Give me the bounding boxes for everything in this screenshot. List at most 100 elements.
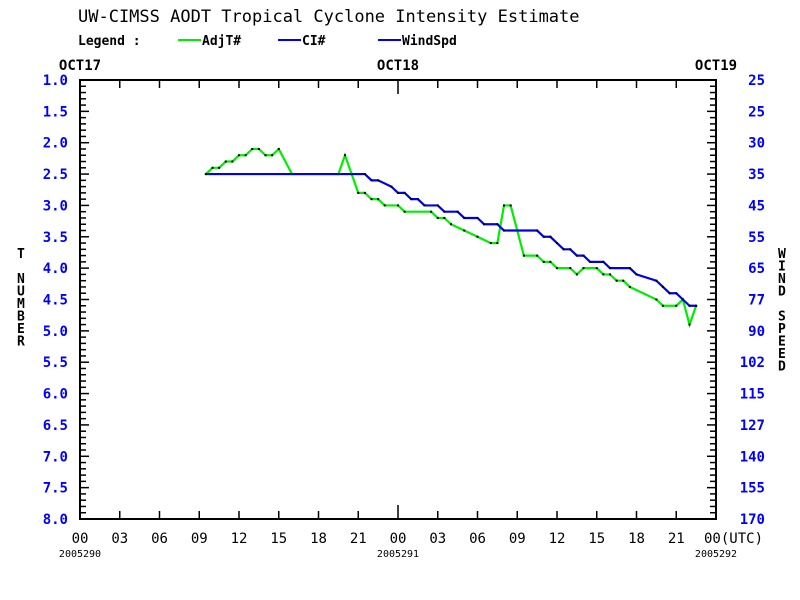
data-point	[582, 267, 585, 270]
y-tick-label-left: 7.5	[43, 481, 68, 497]
data-point	[456, 210, 459, 213]
series-line-ci	[205, 172, 697, 307]
data-point	[463, 216, 466, 219]
data-point	[675, 292, 678, 295]
data-point	[582, 254, 585, 257]
data-point	[628, 285, 631, 288]
y-tick-label-left: 2.0	[43, 136, 68, 152]
data-point	[549, 235, 552, 238]
data-point	[244, 154, 247, 157]
data-point	[688, 323, 691, 326]
data-point	[635, 273, 638, 276]
data-point	[542, 260, 545, 263]
data-point	[609, 267, 611, 270]
data-point	[655, 298, 658, 301]
legend-entry: CI#	[302, 34, 326, 49]
x-date-label: 2005291	[377, 549, 419, 560]
data-point	[569, 267, 572, 270]
data-point	[602, 273, 605, 276]
data-point	[397, 204, 399, 207]
y-tick-label-right: 115	[740, 387, 765, 403]
data-point	[615, 279, 618, 282]
y-tick-label-left: 4.5	[43, 293, 68, 309]
y-tick-label-right: 90	[748, 324, 765, 340]
data-point	[483, 223, 486, 226]
data-point	[238, 154, 240, 157]
data-point	[416, 198, 419, 201]
plot-frame	[79, 79, 717, 520]
y-tick-label-left: 1.0	[43, 73, 68, 89]
y-tick-label-left: 1.5	[43, 104, 68, 120]
x-tick-label: 09	[191, 531, 208, 547]
top-date-label: OCT17	[59, 58, 101, 74]
data-point	[397, 191, 399, 194]
data-point	[556, 242, 558, 245]
data-point	[522, 254, 525, 257]
data-point	[675, 304, 678, 307]
data-point	[602, 260, 605, 263]
legend-entry: AdjT#	[202, 34, 241, 49]
data-point	[549, 260, 552, 263]
y-tick-label-right: 155	[740, 481, 765, 497]
x-date-label: 2005292	[695, 549, 737, 560]
y-tick-label-left: 8.0	[43, 512, 68, 528]
data-point	[450, 223, 452, 226]
data-point	[377, 198, 380, 201]
legend-label: Legend :	[78, 34, 141, 49]
x-tick-label: 12	[231, 531, 248, 547]
data-point	[509, 204, 512, 207]
data-point	[575, 254, 578, 257]
data-point	[463, 229, 466, 232]
data-point	[443, 210, 446, 213]
y-tick-label-right: 77	[748, 293, 765, 309]
y-tick-label-right: 25	[748, 73, 765, 89]
data-point	[536, 254, 539, 257]
data-point	[271, 154, 274, 157]
data-point	[536, 229, 539, 232]
data-point	[436, 216, 439, 219]
top-date-label: OCT18	[377, 58, 419, 74]
x-tick-label: 15	[588, 531, 605, 547]
y-tick-label-left: 5.0	[43, 324, 68, 340]
data-point	[204, 173, 207, 176]
y-tick-label-left: 2.5	[43, 167, 68, 183]
x-tick-label: 00(UTC)	[704, 531, 763, 547]
y-tick-label-left: 3.5	[43, 230, 68, 246]
data-point	[556, 267, 558, 270]
data-point	[655, 279, 658, 282]
data-point	[628, 267, 631, 270]
data-point	[277, 147, 280, 150]
x-tick-label: 18	[628, 531, 645, 547]
data-point	[688, 304, 691, 307]
data-point	[503, 229, 505, 232]
y-tick-label-left: 6.0	[43, 387, 68, 403]
data-point	[363, 191, 366, 194]
x-tick-label: 15	[270, 531, 287, 547]
data-point	[569, 248, 572, 251]
data-point	[575, 273, 578, 276]
x-tick-label: 09	[509, 531, 526, 547]
x-date-label: 2005290	[59, 549, 101, 560]
data-point	[410, 198, 413, 201]
data-point	[224, 160, 227, 163]
data-point	[476, 216, 479, 219]
data-point	[542, 235, 545, 238]
x-tick-label: 03	[429, 531, 446, 547]
data-point	[370, 179, 373, 182]
data-point	[622, 279, 625, 282]
top-date-label: OCT19	[695, 58, 737, 74]
data-point	[496, 242, 499, 245]
x-tick-label: 21	[668, 531, 685, 547]
y-tick-label-left: 4.0	[43, 261, 68, 277]
y-tick-label-left: 7.0	[43, 449, 68, 465]
data-point	[681, 298, 684, 301]
data-point	[436, 204, 439, 207]
data-point	[589, 260, 592, 263]
data-point	[423, 204, 426, 207]
y-tick-label-right: 30	[748, 136, 765, 152]
data-point	[476, 235, 479, 238]
data-point	[443, 216, 446, 219]
data-point	[695, 304, 698, 307]
